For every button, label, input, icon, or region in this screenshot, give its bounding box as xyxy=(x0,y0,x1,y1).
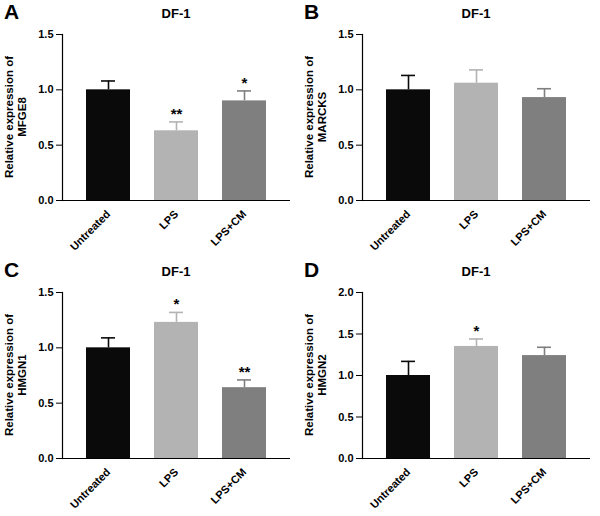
html-text:Relative expression of: Relative expression of xyxy=(3,314,15,436)
html-text:DF-1: DF-1 xyxy=(161,6,191,21)
svg-text:1.0: 1.0 xyxy=(38,341,53,353)
html-text:MFGE8: MFGE8 xyxy=(16,97,28,137)
svg-text:Untreated: Untreated xyxy=(368,208,413,253)
html-text:Relative expression of: Relative expression of xyxy=(3,56,15,178)
svg-text:0.0: 0.0 xyxy=(338,452,353,464)
svg-text:LPS: LPS xyxy=(157,466,181,490)
svg-text:LPS: LPS xyxy=(457,208,481,232)
html-text:DF-1: DF-1 xyxy=(461,264,491,279)
svg-text:Untreated: Untreated xyxy=(68,208,113,253)
svg-text:LPS+CM: LPS+CM xyxy=(508,466,548,506)
html-text:HMGN2: HMGN2 xyxy=(316,354,328,396)
html-text:MARCKS: MARCKS xyxy=(316,91,328,143)
svg-text:Untreated: Untreated xyxy=(68,466,113,511)
svg-text:1.0: 1.0 xyxy=(338,83,353,95)
svg-text:LPS+CM: LPS+CM xyxy=(208,208,248,248)
svg-text:LPS+CM: LPS+CM xyxy=(508,208,548,248)
html-text:A: A xyxy=(4,0,20,23)
html-text:HMGN1: HMGN1 xyxy=(16,354,28,396)
svg-text:0.0: 0.0 xyxy=(38,452,53,464)
svg-text:*: * xyxy=(174,295,180,312)
svg-text:*: * xyxy=(474,322,480,339)
svg-text:LPS: LPS xyxy=(457,466,481,490)
svg-text:1.0: 1.0 xyxy=(338,369,353,381)
svg-text:0.0: 0.0 xyxy=(38,194,53,206)
svg-text:*: * xyxy=(242,74,248,91)
svg-text:0.0: 0.0 xyxy=(338,194,353,206)
svg-text:0.5: 0.5 xyxy=(338,139,353,151)
html-text:D: D xyxy=(304,258,320,281)
html-text:C: C xyxy=(4,258,20,281)
svg-text:1.5: 1.5 xyxy=(38,286,53,298)
svg-text:1.0: 1.0 xyxy=(38,83,53,95)
svg-text:0.5: 0.5 xyxy=(38,139,53,151)
svg-text:LPS+CM: LPS+CM xyxy=(208,466,248,506)
svg-text:0.5: 0.5 xyxy=(38,397,53,409)
html-text:B: B xyxy=(304,0,320,23)
html-text:DF-1: DF-1 xyxy=(161,264,191,279)
html-text:Relative expression of: Relative expression of xyxy=(303,56,315,178)
svg-text:0.5: 0.5 xyxy=(338,411,353,423)
svg-text:**: ** xyxy=(239,363,251,380)
svg-text:LPS: LPS xyxy=(157,208,181,232)
html-text:DF-1: DF-1 xyxy=(461,6,491,21)
svg-text:2.0: 2.0 xyxy=(338,286,353,298)
svg-text:1.5: 1.5 xyxy=(38,28,53,40)
svg-text:1.5: 1.5 xyxy=(338,328,353,340)
html-text:Relative expression of: Relative expression of xyxy=(303,314,315,436)
svg-text:**: ** xyxy=(171,105,183,122)
svg-text:1.5: 1.5 xyxy=(338,28,353,40)
svg-text:Untreated: Untreated xyxy=(368,466,413,511)
